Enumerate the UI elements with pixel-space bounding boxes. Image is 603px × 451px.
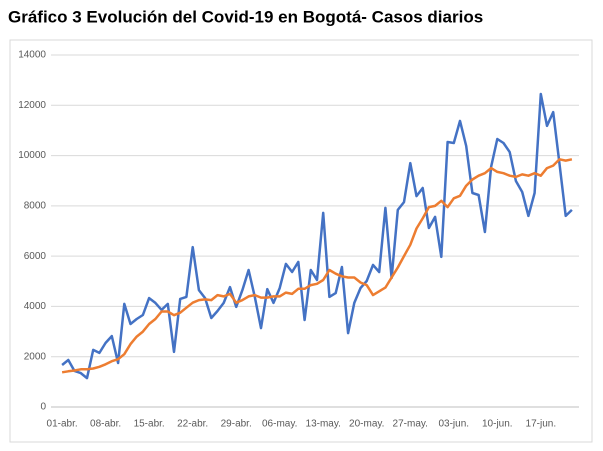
y-tick-label: 2000 xyxy=(24,351,47,362)
chart-border xyxy=(9,39,593,443)
y-tick-label: 0 xyxy=(40,402,46,413)
line-series xyxy=(61,92,573,380)
x-tick-label: 08-abr. xyxy=(90,419,121,430)
x-tick-label: 10-jun. xyxy=(482,419,513,430)
y-tick-label: 8000 xyxy=(24,200,47,211)
x-tick-label: 27-may. xyxy=(393,419,428,430)
x-tick-label: 06-may. xyxy=(262,419,297,430)
y-tick-label: 10000 xyxy=(18,150,46,161)
y-tick-label: 14000 xyxy=(18,50,46,61)
chart-title: Gráfico 3 Evolución del Covid-19 en Bogo… xyxy=(8,7,483,26)
x-tick-label: 22-abr. xyxy=(177,419,208,430)
x-tick-label: 20-may. xyxy=(349,419,384,430)
y-tick-label: 4000 xyxy=(24,301,47,312)
y-tick-label: 6000 xyxy=(24,251,47,262)
x-tick-label: 03-jun. xyxy=(438,419,469,430)
y-tick-label: 12000 xyxy=(18,100,46,111)
x-tick-label: 29-abr. xyxy=(221,419,252,430)
x-tick-label: 17-jun. xyxy=(526,419,557,430)
line-series xyxy=(61,158,573,374)
x-tick-label: 15-abr. xyxy=(134,419,165,430)
x-tick-label: 13-may. xyxy=(306,419,341,430)
x-tick-label: 01-abr. xyxy=(47,419,78,430)
